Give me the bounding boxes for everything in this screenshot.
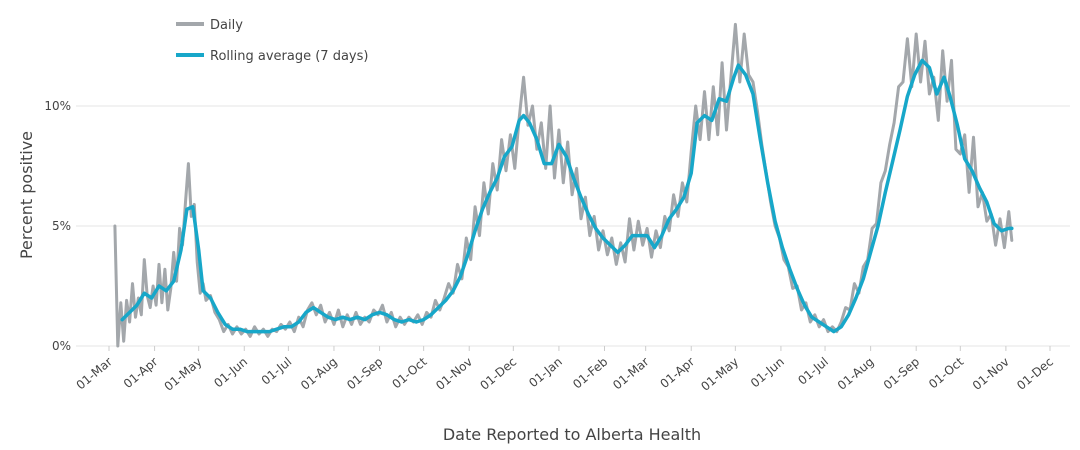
x-tick-label: 01-Mar	[74, 355, 115, 393]
y-tick-labels: 0% 5% 10%	[44, 99, 71, 353]
x-tick-label: 01-May	[162, 355, 205, 394]
x-axis-title: Date Reported to Alberta Health	[443, 425, 701, 444]
series-lines	[113, 22, 1014, 348]
x-tick-label: 01-Aug	[835, 355, 877, 393]
legend-item-rolling-average[interactable]: Rolling average (7 days)	[176, 49, 368, 64]
series-line-daily	[113, 22, 1014, 348]
gridlines	[76, 105, 1070, 347]
x-tick-label: 01-Apr	[121, 355, 161, 392]
x-tick-label: 01-Sep	[881, 355, 922, 393]
x-tick-labels: 01-Mar 01-Apr 01-May 01-Jun 01-Jul 01-Aug 01-S…	[74, 346, 1056, 394]
y-tick-label: 0%	[52, 339, 71, 353]
x-tick-label: 01-Aug	[298, 355, 340, 393]
x-tick-label: 01-Sep	[344, 355, 385, 393]
y-tick-label: 5%	[52, 219, 71, 233]
y-axis-title: Percent positive	[17, 131, 36, 259]
x-tick-label: 01-Jul	[259, 355, 295, 388]
x-tick-label: 01-Dec	[477, 355, 519, 393]
x-tick-label: 01-Jun	[211, 355, 250, 391]
x-tick-label: 01-Nov	[433, 355, 475, 393]
x-tick-label: 01-May	[698, 355, 741, 394]
legend[interactable]: Daily Rolling average (7 days)	[176, 18, 368, 64]
x-tick-label: 01-Feb	[570, 355, 610, 392]
y-tick-label: 10%	[44, 99, 71, 113]
series-line-rolling-average	[120, 58, 1014, 334]
x-tick-label: 01-Oct	[389, 354, 429, 391]
legend-item-daily[interactable]: Daily	[176, 18, 243, 33]
x-tick-label: 01-Jul	[795, 355, 831, 388]
legend-label-rolling-average: Rolling average (7 days)	[210, 49, 368, 64]
legend-label-daily: Daily	[210, 18, 243, 33]
x-tick-label: 01-Nov	[970, 355, 1012, 393]
x-tick-label: 01-Mar	[610, 355, 651, 393]
x-tick-label: 01-Dec	[1014, 355, 1056, 393]
x-tick-label: 01-Apr	[657, 355, 697, 392]
x-tick-label: 01-Jan	[526, 355, 565, 391]
x-tick-label: 01-Oct	[926, 354, 966, 391]
x-tick-label: 01-Jun	[748, 355, 787, 391]
